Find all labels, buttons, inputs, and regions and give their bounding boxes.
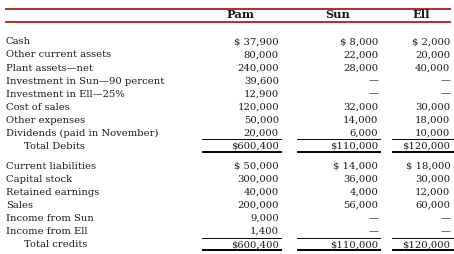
Text: 20,000: 20,000 [415, 50, 450, 59]
Text: 40,000: 40,000 [415, 63, 450, 72]
Text: Cost of sales: Cost of sales [6, 102, 69, 111]
Text: $ 18,000: $ 18,000 [405, 161, 450, 170]
Text: $120,000: $120,000 [402, 141, 450, 150]
Text: Pam: Pam [227, 9, 255, 20]
Text: 4,000: 4,000 [349, 187, 378, 196]
Text: 60,000: 60,000 [415, 200, 450, 209]
Text: 240,000: 240,000 [237, 63, 279, 72]
Text: 200,000: 200,000 [237, 200, 279, 209]
Text: Total Debits: Total Debits [24, 141, 85, 150]
Text: Ell: Ell [412, 9, 430, 20]
Text: Sun: Sun [325, 9, 350, 20]
Text: 80,000: 80,000 [244, 50, 279, 59]
Text: —: — [368, 226, 378, 235]
Text: Other current assets: Other current assets [6, 50, 111, 59]
Text: Cash: Cash [6, 37, 31, 46]
Text: Sales: Sales [6, 200, 33, 209]
Text: $120,000: $120,000 [402, 239, 450, 248]
Text: —: — [368, 89, 378, 98]
Text: 120,000: 120,000 [237, 102, 279, 111]
Text: —: — [440, 213, 450, 222]
Text: Current liabilities: Current liabilities [6, 161, 96, 170]
Text: —: — [440, 76, 450, 85]
Text: Investment in Ell—25%: Investment in Ell—25% [6, 89, 125, 98]
Text: 56,000: 56,000 [343, 200, 378, 209]
Text: 30,000: 30,000 [415, 174, 450, 183]
Text: 50,000: 50,000 [244, 115, 279, 124]
Text: Plant assets—net: Plant assets—net [6, 63, 93, 72]
Text: Dividends (paid in November): Dividends (paid in November) [6, 128, 158, 137]
Text: $110,000: $110,000 [330, 239, 378, 248]
Text: 39,600: 39,600 [244, 76, 279, 85]
Text: 10,000: 10,000 [415, 128, 450, 137]
Text: $600,400: $600,400 [231, 141, 279, 150]
Text: Income from Sun: Income from Sun [6, 213, 94, 222]
Text: 22,000: 22,000 [343, 50, 378, 59]
Text: —: — [368, 213, 378, 222]
Text: 12,000: 12,000 [415, 187, 450, 196]
Text: Other expenses: Other expenses [6, 115, 85, 124]
Text: 40,000: 40,000 [244, 187, 279, 196]
Text: 1,400: 1,400 [250, 226, 279, 235]
Text: $ 37,900: $ 37,900 [234, 37, 279, 46]
Text: $110,000: $110,000 [330, 141, 378, 150]
Text: 12,900: 12,900 [244, 89, 279, 98]
Text: 6,000: 6,000 [350, 128, 378, 137]
Text: 32,000: 32,000 [343, 102, 378, 111]
Text: 36,000: 36,000 [343, 174, 378, 183]
Text: 18,000: 18,000 [415, 115, 450, 124]
Text: Capital stock: Capital stock [6, 174, 72, 183]
Text: $600,400: $600,400 [231, 239, 279, 248]
Text: 300,000: 300,000 [237, 174, 279, 183]
Text: —: — [440, 89, 450, 98]
Text: $ 14,000: $ 14,000 [333, 161, 378, 170]
Text: —: — [368, 76, 378, 85]
Text: 14,000: 14,000 [343, 115, 378, 124]
Text: Total credits: Total credits [24, 239, 87, 248]
Text: $ 2,000: $ 2,000 [412, 37, 450, 46]
Text: 30,000: 30,000 [415, 102, 450, 111]
Text: —: — [440, 226, 450, 235]
Text: 9,000: 9,000 [250, 213, 279, 222]
Text: Income from Ell: Income from Ell [6, 226, 88, 235]
Text: $ 8,000: $ 8,000 [340, 37, 378, 46]
Text: 20,000: 20,000 [244, 128, 279, 137]
Text: Retained earnings: Retained earnings [6, 187, 99, 196]
Text: $ 50,000: $ 50,000 [234, 161, 279, 170]
Text: 28,000: 28,000 [343, 63, 378, 72]
Text: Investment in Sun—90 percent: Investment in Sun—90 percent [6, 76, 164, 85]
